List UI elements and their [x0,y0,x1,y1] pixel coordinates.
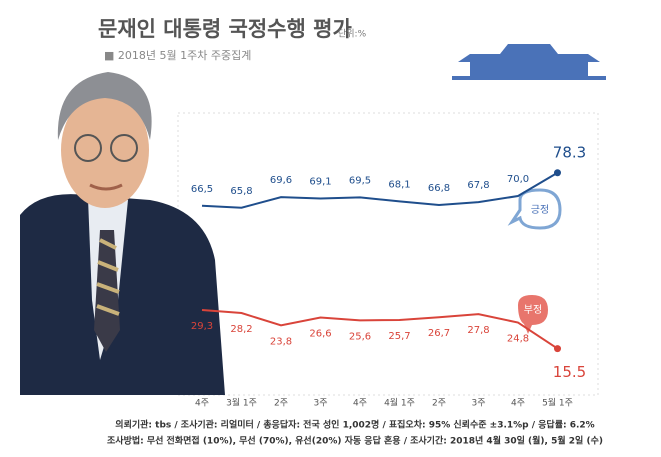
data-label: 70,0 [507,174,529,185]
data-label: 29,3 [191,321,213,332]
data-label: 25,7 [388,331,410,342]
data-point [554,345,561,353]
x-tick-label: 4주 [195,398,209,409]
chart-title: 문재인 대통령 국정수행 평가 [98,17,352,41]
data-label: 28,2 [230,324,252,335]
data-label: 69,5 [349,175,371,186]
series-line [201,308,559,350]
data-label: 26,7 [428,328,450,339]
positive-bubble [507,188,562,230]
data-label: 23,8 [270,336,292,347]
data-label: 78.3 [553,143,586,161]
blue-house-icon [452,44,606,80]
data-label: 25,6 [349,331,371,342]
data-label: 69,6 [270,175,292,186]
data-label: 66,5 [191,184,213,195]
series-line [201,171,559,209]
unit-label: 단위:% [338,29,367,40]
portrait [20,72,225,395]
legend-label: 긍정 [531,204,549,216]
data-label: 67,8 [467,180,489,191]
legend-label: 부정 [524,304,542,316]
data-label: 69,1 [309,177,331,188]
data-point [554,169,561,177]
x-tick-label: 2주 [274,398,288,409]
negative-bubble [518,295,548,334]
data-label: 26,6 [309,329,331,340]
data-label: 66,8 [428,183,450,194]
footnote: 조사방법: 무선 전화면접 (10%), 무선 (70%), 유선(20%) 자… [107,435,603,447]
data-label: 65,8 [230,186,252,197]
x-tick-label: 3월 1주 [226,397,257,409]
subtitle: ■ 2018년 5월 1주차 주중집계 [104,49,251,62]
plot-area [177,112,599,396]
x-tick-label: 5월 1주 [542,397,573,409]
x-tick-label: 2주 [432,398,446,409]
x-tick-label: 3주 [313,398,327,409]
x-tick-label: 3주 [471,398,485,409]
data-label: 27,8 [467,325,489,336]
x-tick-label: 4월 1주 [384,397,415,409]
x-tick-label: 4주 [511,398,525,409]
footnote: 의뢰기관: tbs / 조사기관: 리얼미터 / 총응답자: 전국 성인 1,0… [115,419,594,431]
data-label: 24,8 [507,334,529,345]
data-label: 68,1 [388,179,410,190]
data-label: 15.5 [553,363,586,381]
x-tick-label: 4주 [353,398,367,409]
